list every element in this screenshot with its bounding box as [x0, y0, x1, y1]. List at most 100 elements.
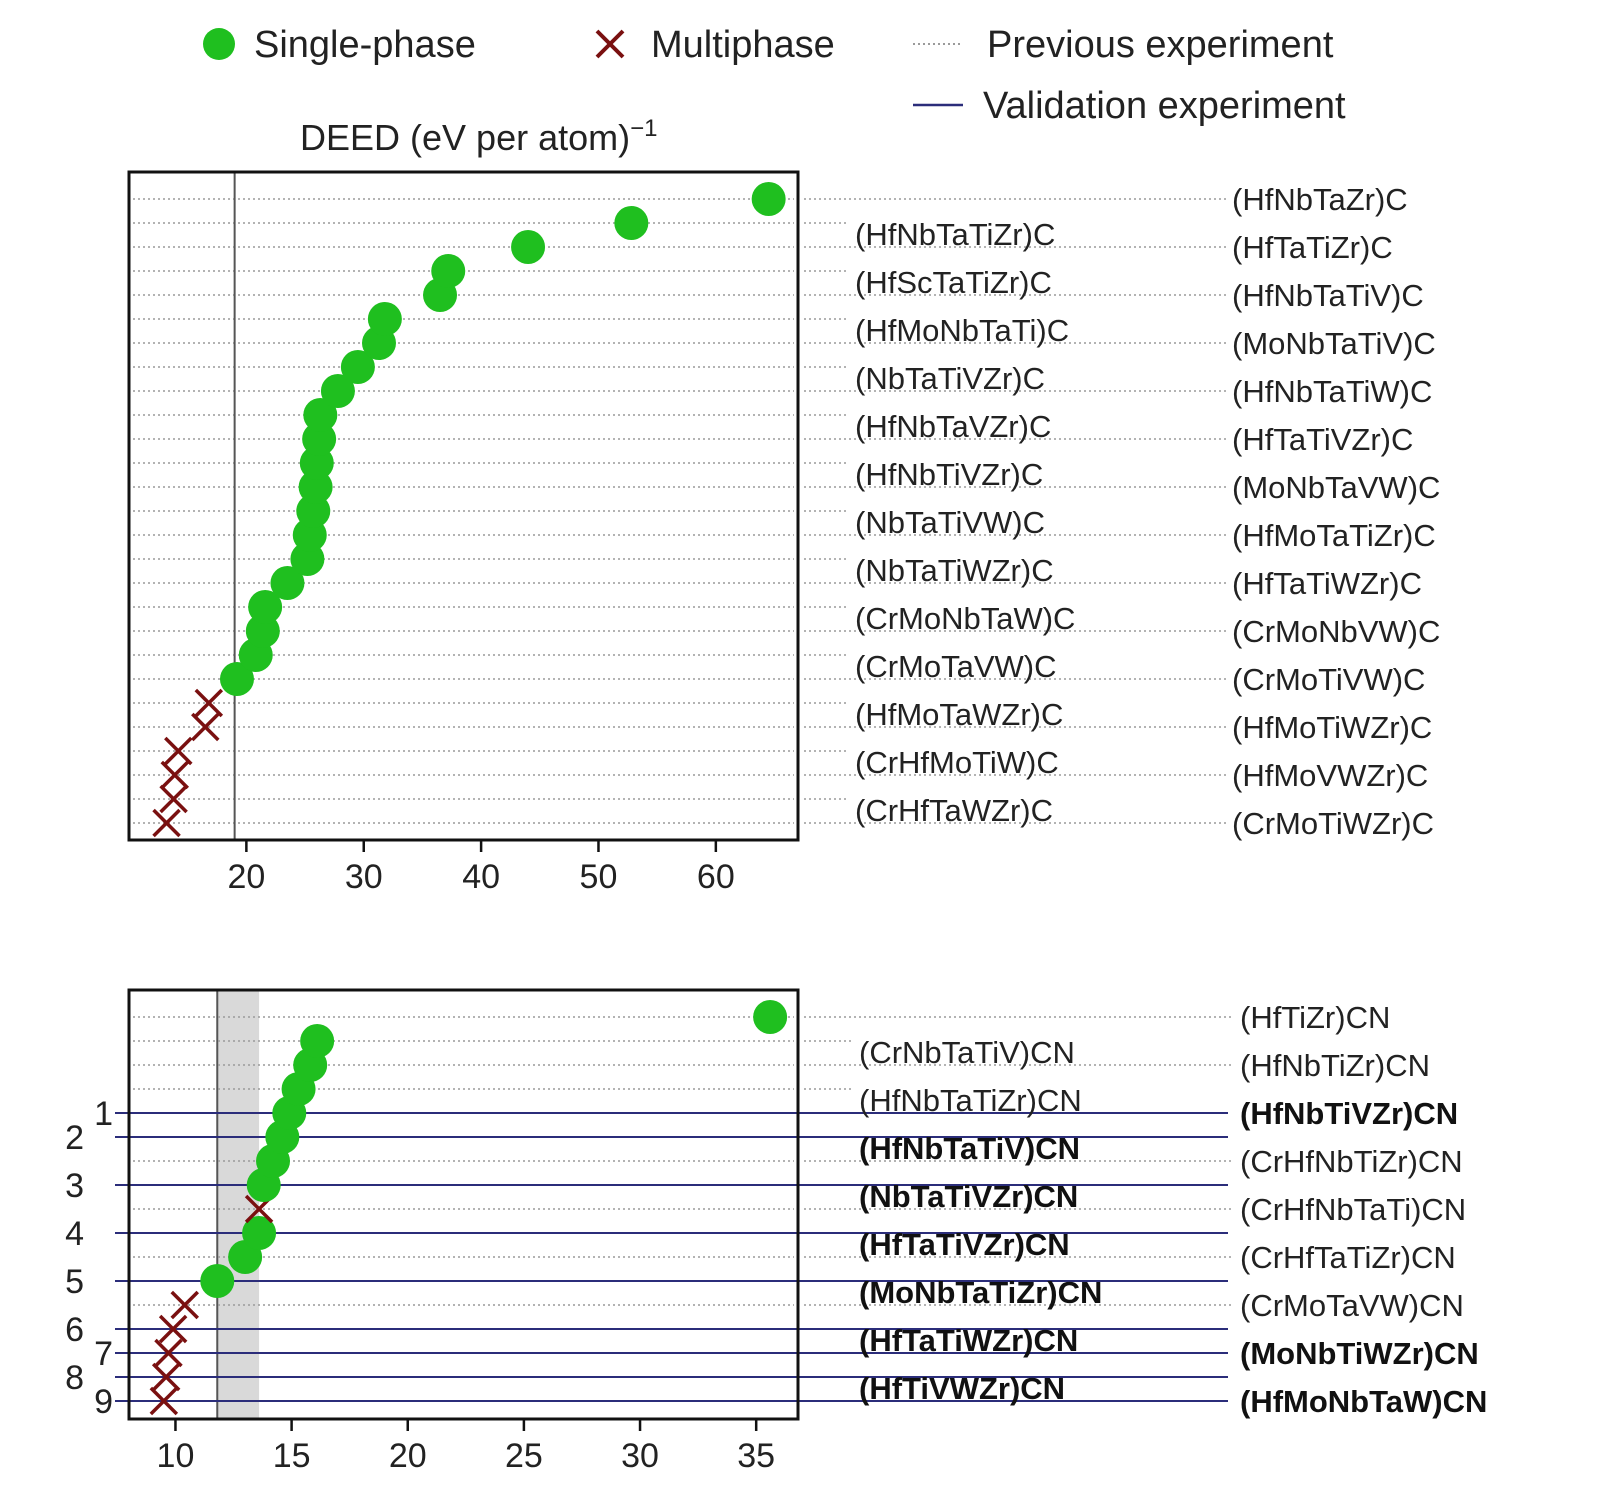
composition-label: (HfNbTaTiV)C — [1232, 278, 1424, 313]
single-phase-point — [303, 398, 338, 432]
legend: Single-phase Multiphase Previous experim… — [203, 24, 1346, 127]
chart-carbides: 20 30 40 50 60 (HfNbTaZr)C (HfNbTaTiZr)C (HfTa… — [127, 170, 1440, 896]
legend-validation-label: Validation experiment — [983, 85, 1346, 127]
top-plot-frame — [127, 170, 800, 842]
single-phase-point — [614, 206, 649, 240]
composition-label: (HfScTaTiZr)C — [855, 265, 1052, 300]
multiphase-point — [154, 1338, 183, 1368]
composition-label: (NbTaTiVZr)CN — [859, 1179, 1078, 1214]
multiphase-point — [191, 712, 220, 742]
top-composition-labels: (HfNbTaZr)C (HfNbTaTiZr)C (HfTaTiZr)C (HfSc… — [855, 182, 1440, 841]
single-phase-point — [248, 590, 283, 624]
chart-title-superscript: −1 — [630, 115, 657, 142]
legend-previous-label: Previous experiment — [987, 24, 1334, 66]
composition-label: (HfNbTiVZr)CN — [1240, 1096, 1458, 1131]
validation-number: 6 — [65, 1311, 84, 1349]
composition-label: (HfMoTiWZr)C — [1232, 710, 1432, 745]
single-phase-point — [320, 374, 355, 408]
x-tick-label: 30 — [345, 858, 383, 896]
composition-label: (HfTaTiVZr)CN — [859, 1227, 1070, 1262]
composition-label: (CrHfNbTiZr)CN — [1240, 1144, 1463, 1179]
x-tick-label: 20 — [227, 858, 265, 896]
composition-label: (HfNbTaVZr)C — [855, 409, 1051, 444]
bottom-composition-labels: (HfTiZr)CN (CrNbTaTiV)CN (HfNbTiZr)CN (HfNb… — [859, 1000, 1487, 1419]
chart-title-text: DEED (eV per atom) — [300, 117, 630, 158]
single-phase-point — [200, 1264, 235, 1298]
composition-label: (HfTaTiZr)C — [1232, 230, 1393, 265]
composition-label: (HfTiZr)CN — [1240, 1000, 1390, 1035]
composition-label: (MoNbTaTiV)C — [1232, 326, 1436, 361]
composition-label: (NbTaTiVZr)C — [855, 361, 1045, 396]
composition-label: (MoNbTaTiZr)CN — [859, 1275, 1102, 1310]
single-phase-point — [753, 1000, 788, 1034]
multiphase-point — [158, 1314, 188, 1344]
x-tick-label: 10 — [157, 1437, 195, 1475]
composition-label: (HfNbTiZr)CN — [1240, 1048, 1430, 1083]
composition-label: (CrNbTaTiV)CN — [859, 1035, 1075, 1070]
composition-label: (HfMoTaTiZr)C — [1232, 518, 1436, 553]
composition-label: (HfTaTiWZr)CN — [859, 1323, 1078, 1358]
single-phase-point — [367, 302, 402, 336]
composition-label: (HfTaTiWZr)C — [1232, 566, 1422, 601]
composition-label: (CrHfMoTiW)C — [855, 745, 1059, 780]
multiphase-point — [149, 1386, 179, 1416]
composition-label: (HfTaTiVZr)C — [1232, 422, 1413, 457]
multiphase-point — [170, 1290, 199, 1320]
top-data-points — [152, 182, 786, 838]
validation-number: 8 — [65, 1359, 84, 1397]
composition-label: (CrMoTiWZr)C — [1232, 806, 1434, 841]
composition-label: (MoNbTiWZr)CN — [1240, 1336, 1479, 1371]
single-phase-point — [242, 1216, 277, 1250]
composition-label: (HfMoNbTaW)CN — [1240, 1384, 1487, 1419]
legend-multiphase-label: Multiphase — [651, 24, 835, 66]
x-tick-label: 50 — [580, 858, 618, 896]
multiphase-point — [159, 784, 188, 814]
composition-label: (CrMoTaVW)C — [855, 649, 1057, 684]
composition-label: (HfNbTiVZr)C — [855, 457, 1043, 492]
multiphase-point — [164, 736, 193, 766]
composition-label: (CrMoNbTaW)C — [855, 601, 1075, 636]
single-phase-point — [431, 254, 466, 288]
composition-label: (NbTaTiWZr)C — [855, 553, 1054, 588]
single-phase-point — [340, 350, 375, 384]
single-phase-point — [219, 662, 254, 696]
single-phase-point — [300, 1024, 335, 1058]
bottom-x-axis: 10 15 20 25 30 35 — [157, 1419, 775, 1475]
multiphase-point — [152, 808, 181, 838]
top-x-axis: 20 30 40 50 60 — [227, 840, 735, 896]
composition-label: (HfMoNbTaTi)C — [855, 313, 1069, 348]
multiphase-point — [160, 760, 190, 790]
legend-single-phase-label: Single-phase — [254, 24, 476, 66]
top-gridlines — [133, 198, 1226, 824]
composition-label: (NbTaTiVW)C — [855, 505, 1045, 540]
composition-label: (HfNbTaTiW)C — [1232, 374, 1432, 409]
x-tick-label: 35 — [737, 1437, 775, 1475]
validation-number: 9 — [94, 1383, 113, 1421]
composition-label: (HfNbTaZr)C — [1232, 182, 1408, 217]
composition-label: (HfMoTaWZr)C — [855, 697, 1063, 732]
composition-label: (HfNbTaTiZr)C — [855, 217, 1055, 252]
single-phase-point — [298, 470, 333, 504]
validation-number: 1 — [94, 1095, 113, 1133]
multiphase-point — [194, 688, 224, 718]
legend-single-phase-marker — [203, 28, 235, 60]
validation-number: 7 — [94, 1335, 113, 1373]
bottom-plot-frame — [127, 988, 800, 1421]
composition-label: (CrMoNbVW)C — [1232, 614, 1440, 649]
composition-label: (HfMoVWZr)C — [1232, 758, 1428, 793]
composition-label: (CrMoTiVW)C — [1232, 662, 1425, 697]
validation-number: 5 — [65, 1263, 84, 1301]
composition-label: (HfTiVWZr)CN — [859, 1371, 1065, 1406]
single-phase-point — [511, 230, 546, 264]
validation-number: 2 — [65, 1119, 84, 1157]
x-tick-label: 20 — [389, 1437, 427, 1475]
composition-label: (CrMoTaVW)CN — [1240, 1288, 1464, 1323]
bottom-gridlines — [115, 1016, 1234, 1402]
single-phase-point — [302, 422, 337, 456]
single-phase-point — [751, 182, 786, 216]
x-tick-label: 60 — [697, 858, 735, 896]
composition-label: (HfNbTaTiV)CN — [859, 1131, 1080, 1166]
x-tick-label: 30 — [621, 1437, 659, 1475]
